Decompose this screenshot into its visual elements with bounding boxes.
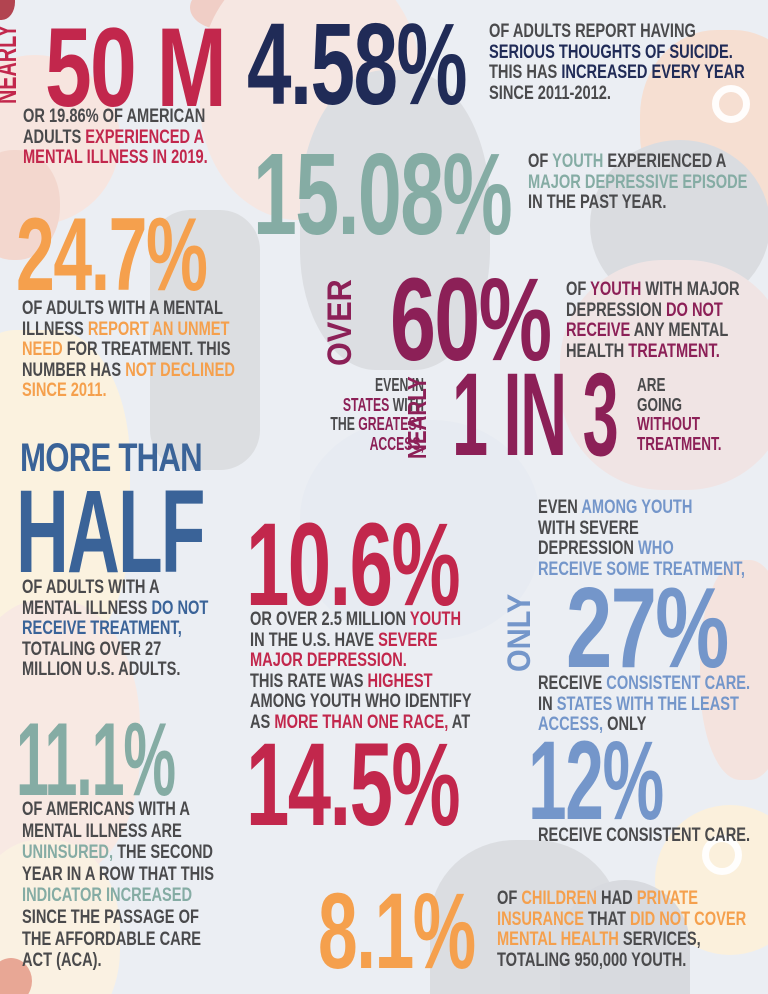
stat-description: OF YOUTH EXPERIENCED A MAJOR DEPRESSIVE … xyxy=(528,150,748,213)
stat-description-left: EVEN IN STATES WITH THE GREATEST ACCESS, xyxy=(330,375,424,454)
stat-headline-line2: HALF xyxy=(16,466,205,598)
stat-description: OF ADULTS WITH A MENTAL ILLNESS DO NOT R… xyxy=(22,576,209,680)
stat-number: 4.58% xyxy=(247,0,468,129)
bg-shape xyxy=(300,420,540,640)
stat-description-top: EVEN AMONG YOUTH WITH SEVERE DEPRESSION … xyxy=(538,496,745,580)
bg-shape xyxy=(0,600,140,880)
stat-number-secondary: 14.5% xyxy=(246,719,461,851)
bg-shape xyxy=(300,70,490,370)
stat-qualifier-vertical: NEARLY xyxy=(0,24,23,105)
stat-description: OF ADULTS REPORT HAVING SERIOUS THOUGHTS… xyxy=(489,20,745,104)
stat-number: 10.6% xyxy=(246,499,461,631)
stat-description: OF YOUTH WITH MAJOR DEPRESSION DO NOT RE… xyxy=(566,278,740,362)
stat-number: 27% xyxy=(566,565,729,692)
stat-number: 50 M xyxy=(45,5,227,130)
stat-number: 60% xyxy=(390,254,552,386)
stat-number: 15.08% xyxy=(253,129,513,259)
stat-qualifier-vertical: ONLY xyxy=(501,593,537,672)
stat-number: 24.7% xyxy=(16,197,208,313)
stat-description-middle: RECEIVE CONSISTENT CARE. IN STATES WITH … xyxy=(538,672,751,735)
stat-description: OF CHILDREN HAD PRIVATE INSURANCE THAT D… xyxy=(497,887,747,971)
ring-decoration xyxy=(702,835,742,875)
ring-decoration xyxy=(712,85,750,123)
stat-qualifier-vertical: OVER xyxy=(321,279,359,366)
stat-number: 1 IN 3 xyxy=(452,349,619,481)
stat-number: 11.1% xyxy=(16,702,176,818)
stat-number-secondary: 12% xyxy=(528,718,664,843)
bg-shape xyxy=(560,880,690,994)
bg-shape xyxy=(560,260,768,490)
stat-description: OF AMERICANS WITH A MENTAL ILLNESS ARE U… xyxy=(22,798,215,972)
stat-description: OR 19.86% OF AMERICAN ADULTS EXPERIENCED… xyxy=(23,105,208,168)
stat-number: 8.1% xyxy=(318,870,476,991)
stat-description-right: ARE GOING WITHOUT TREATMENT. xyxy=(637,375,722,454)
stat-description: OR OVER 2.5 MILLION YOUTH IN THE U.S. HA… xyxy=(250,608,472,733)
bg-corner-accent xyxy=(0,0,15,20)
stat-qualifier-vertical: NEARLY xyxy=(402,376,432,459)
stat-description: OF ADULTS WITH A MENTAL ILLNESS REPORT A… xyxy=(22,297,235,401)
stat-description-bottom: RECEIVE CONSISTENT CARE. xyxy=(538,824,751,846)
bg-shape xyxy=(150,210,260,470)
bg-shape xyxy=(700,560,768,780)
stat-headline-line1: MORE THAN xyxy=(20,436,203,480)
